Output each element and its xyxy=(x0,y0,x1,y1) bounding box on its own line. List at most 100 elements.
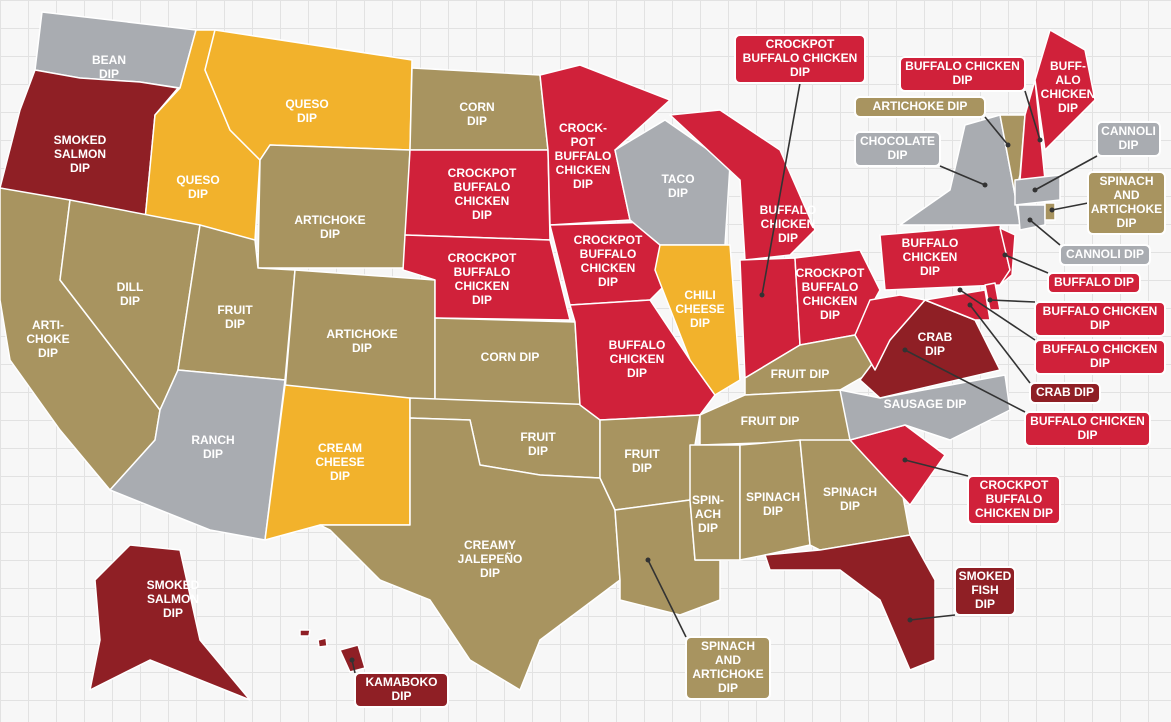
callout: CANNOLI DIP xyxy=(1027,217,1151,266)
state-label: CHICKEN xyxy=(610,352,665,366)
callout-label: CRAB DIP xyxy=(1036,385,1094,399)
state-label: DIP xyxy=(668,186,688,200)
state-label: DIP xyxy=(698,521,718,535)
state-label: DIP xyxy=(920,264,940,278)
callout-label: SMOKED xyxy=(959,569,1012,583)
state-label: CHICKEN xyxy=(803,294,858,308)
callout-label: DIP xyxy=(391,689,411,703)
state-label: RANCH xyxy=(191,433,234,447)
callout-box xyxy=(967,475,1061,525)
state-label: DIP xyxy=(467,114,487,128)
state-label: DIP xyxy=(352,341,372,355)
callout-label: CHICKEN DIP xyxy=(975,506,1053,520)
callout-label: DIP xyxy=(1090,318,1110,332)
state: FRUIT DIP xyxy=(699,389,881,446)
state-label: CRAB xyxy=(918,330,953,344)
leader-dot xyxy=(1037,137,1043,143)
leader-dot xyxy=(957,287,963,293)
callout-box xyxy=(1087,171,1166,235)
state-label: CHEESE xyxy=(315,455,364,469)
state-label: ACH xyxy=(695,507,721,521)
callout-label: DIP xyxy=(952,73,972,87)
leader-line xyxy=(959,289,1036,341)
leader-dot xyxy=(349,657,355,663)
state-shape xyxy=(89,544,251,701)
callout-box xyxy=(899,56,1026,92)
state-label: FRUIT xyxy=(217,303,253,317)
state-shape xyxy=(319,417,621,691)
callout-label: AND xyxy=(1114,188,1140,202)
leader-dot xyxy=(1032,187,1038,193)
state-label: BUFF- xyxy=(1050,59,1086,73)
state-label: BUFFALO xyxy=(609,338,666,352)
state-label: CREAMY xyxy=(464,538,516,552)
callout-label: DIP xyxy=(1090,356,1110,370)
state-shape xyxy=(839,374,1011,441)
callout-box xyxy=(854,96,986,118)
callout-label: DIP xyxy=(1118,138,1138,152)
state-label: ARTICHOKE xyxy=(294,213,365,227)
callout-box xyxy=(1029,382,1101,404)
callout-box xyxy=(685,636,771,700)
state-label: DIP xyxy=(472,208,492,222)
state-label: CHICKEN xyxy=(761,217,816,231)
state-label: CROCKPOT xyxy=(796,266,865,280)
state-label: DIP xyxy=(38,346,58,360)
state-label: CHICKEN xyxy=(455,279,510,293)
callout-label: CROCKPOT xyxy=(980,478,1049,492)
callout-label: BUFFALO CHICKEN xyxy=(905,59,1020,73)
state-label: BUFFALO xyxy=(454,180,511,194)
state-label: SPIN- xyxy=(692,493,724,507)
state-label: DIP xyxy=(1058,101,1078,115)
state-label: DIP xyxy=(763,504,783,518)
leader-line xyxy=(984,116,1009,146)
state-label: DIP xyxy=(598,275,618,289)
state-label: DIP xyxy=(203,447,223,461)
state-label: DIP xyxy=(120,294,140,308)
state-label: SPINACH xyxy=(823,485,877,499)
state-label: DIP xyxy=(330,469,350,483)
leader-line xyxy=(904,459,969,477)
state-label: ARTICHOKE xyxy=(326,327,397,341)
state-label: CHOKE xyxy=(26,332,69,346)
callout-label: DIP xyxy=(887,148,907,162)
state-label: CHICKEN xyxy=(581,261,636,275)
state-shape xyxy=(669,109,816,261)
callout-label: ARTICHOKE xyxy=(692,667,763,681)
state-label: DIP xyxy=(632,461,652,475)
state-label: FRUIT xyxy=(520,430,556,444)
state-label: ARTI- xyxy=(32,318,64,332)
callout-label: ARTICHOKE DIP xyxy=(873,99,968,113)
state-label: DIP xyxy=(528,444,548,458)
leader-line xyxy=(761,82,801,296)
state-label: DIP xyxy=(99,67,119,81)
leader-line xyxy=(904,349,1026,413)
leader-line xyxy=(909,614,956,621)
callout-label: SPINACH xyxy=(1099,174,1153,188)
callout-label: BUFFALO CHICKEN xyxy=(1043,342,1158,356)
state-label: DIP xyxy=(225,317,245,331)
state-label: DIP xyxy=(472,293,492,307)
state-label: CHICKEN xyxy=(1041,87,1096,101)
state-label: CHEESE xyxy=(675,302,724,316)
callout-label: DIP xyxy=(718,681,738,695)
callout-label: KAMABOKO xyxy=(366,675,438,689)
callout: BUFFALO DIP xyxy=(1002,252,1141,294)
state-label: DIP xyxy=(627,366,647,380)
callout-label: BUFFALO CHICKEN xyxy=(1030,414,1145,428)
callout-label: BUFFALO CHICKEN xyxy=(743,51,858,65)
state-label: BUFFALO xyxy=(555,149,612,163)
state-label: BUFFALO xyxy=(802,280,859,294)
